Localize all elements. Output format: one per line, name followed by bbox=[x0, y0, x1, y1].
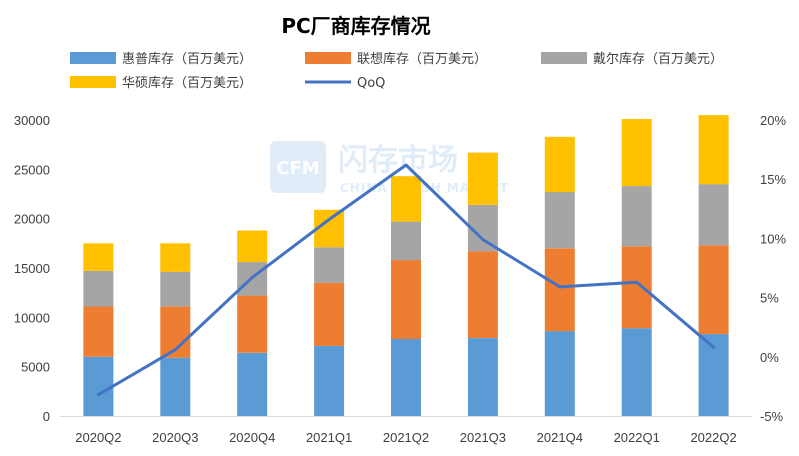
legend-label-lenovo: 联想库存（百万美元） bbox=[357, 51, 487, 67]
legend-item-asus: 华硕库存（百万美元） bbox=[70, 75, 252, 91]
bar-segment-series-0 bbox=[83, 356, 114, 416]
y-left-tick-label: 15000 bbox=[14, 261, 50, 276]
legend-swatch-hp bbox=[70, 52, 116, 64]
x-tick-label: 2021Q4 bbox=[537, 430, 583, 445]
bar-segment-series-0 bbox=[621, 328, 652, 416]
bar-segment-series-3 bbox=[467, 152, 498, 205]
bar-segment-series-3 bbox=[237, 230, 268, 263]
y-left-tick-label: 25000 bbox=[14, 162, 50, 177]
legend-item-hp: 惠普库存（百万美元） bbox=[70, 51, 252, 67]
bar-segment-series-1 bbox=[314, 282, 345, 346]
y-right-tick-label: -5% bbox=[760, 409, 784, 424]
y-right-tick-label: 0% bbox=[760, 350, 779, 365]
watermark: CFM 闪存市场 CHINA FLASH MARKET bbox=[270, 141, 509, 195]
y-left-tick-label: 10000 bbox=[14, 310, 50, 325]
bar-segment-series-2 bbox=[621, 186, 652, 247]
watermark-logo-text: CFM bbox=[276, 158, 319, 179]
x-tick-label: 2021Q1 bbox=[306, 430, 352, 445]
legend-item-lenovo: 联想库存（百万美元） bbox=[305, 51, 487, 67]
legend-label-hp: 惠普库存（百万美元） bbox=[122, 51, 252, 67]
bar-segment-series-3 bbox=[391, 176, 421, 222]
qoq-line-group bbox=[96, 163, 716, 397]
bar-segment-series-3 bbox=[698, 115, 729, 185]
legend-label-qoq: QoQ bbox=[357, 76, 385, 91]
bar-segment-series-3 bbox=[83, 243, 114, 271]
bar-segment-series-1 bbox=[391, 260, 421, 339]
y-left-tick-label: 5000 bbox=[21, 360, 50, 375]
watermark-text-cn: 闪存市场 bbox=[338, 143, 458, 178]
x-tick-label: 2020Q3 bbox=[152, 430, 198, 445]
legend-label-asus: 华硕库存（百万美元） bbox=[122, 75, 252, 91]
bar-segment-series-2 bbox=[698, 184, 729, 246]
bar-segment-series-2 bbox=[83, 271, 114, 307]
chart-title: PC厂商库存情况 bbox=[281, 14, 430, 38]
bar-segment-series-0 bbox=[391, 339, 421, 416]
legend-swatch-asus bbox=[70, 76, 116, 88]
bar-segment-series-1 bbox=[83, 306, 114, 357]
y-left-tick-label: 20000 bbox=[14, 212, 50, 227]
y-right-tick-label: 15% bbox=[760, 172, 786, 187]
bar-segment-series-0 bbox=[237, 352, 268, 416]
y-axis-left: 0 5000 10000 15000 20000 25000 30000 bbox=[14, 113, 50, 424]
bar-segment-series-1 bbox=[621, 246, 652, 329]
bar-segment-series-2 bbox=[391, 221, 421, 261]
x-tick-label: 2021Q3 bbox=[460, 430, 506, 445]
bar-segment-series-3 bbox=[160, 243, 191, 272]
legend-item-dell: 戴尔库存（百万美元） bbox=[541, 51, 723, 67]
x-tick-label: 2021Q2 bbox=[383, 430, 429, 445]
y-left-tick-label: 30000 bbox=[14, 113, 50, 128]
bar-segment-series-2 bbox=[544, 192, 575, 249]
bar-segment-series-3 bbox=[544, 136, 575, 193]
bar-segment-series-0 bbox=[467, 338, 498, 416]
legend: 惠普库存（百万美元） 联想库存（百万美元） 戴尔库存（百万美元） 华硕库存（百万… bbox=[70, 51, 723, 91]
x-tick-label: 2020Q2 bbox=[75, 430, 121, 445]
bar-segment-series-0 bbox=[544, 331, 575, 416]
bars-group bbox=[83, 115, 729, 416]
bar-segment-series-1 bbox=[544, 248, 575, 332]
x-tick-label: 2020Q4 bbox=[229, 430, 275, 445]
y-left-tick-label: 0 bbox=[43, 409, 50, 424]
y-axis-right: -5% 0% 5% 10% 15% 20% bbox=[760, 113, 786, 424]
legend-swatch-dell bbox=[541, 52, 587, 64]
bar-segment-series-0 bbox=[314, 345, 345, 416]
x-tick-label: 2022Q2 bbox=[690, 430, 736, 445]
bar-segment-series-2 bbox=[314, 247, 345, 283]
legend-item-qoq: QoQ bbox=[305, 76, 385, 91]
bar-segment-series-1 bbox=[698, 245, 729, 335]
x-axis: 2020Q2 2020Q3 2020Q4 2021Q1 2021Q2 2021Q3 2021… bbox=[75, 430, 736, 445]
bar-segment-series-3 bbox=[621, 119, 652, 187]
bar-segment-series-1 bbox=[467, 251, 498, 338]
y-right-tick-label: 10% bbox=[760, 231, 786, 246]
watermark-text-en: CHINA FLASH MARKET bbox=[340, 181, 509, 195]
legend-swatch-lenovo bbox=[305, 52, 351, 64]
x-tick-label: 2022Q1 bbox=[614, 430, 660, 445]
bar-segment-series-0 bbox=[160, 357, 191, 416]
bar-segment-series-2 bbox=[160, 271, 191, 307]
legend-label-dell: 戴尔库存（百万美元） bbox=[593, 51, 723, 67]
watermark-logo-box bbox=[270, 141, 326, 193]
y-right-tick-label: 5% bbox=[760, 291, 779, 306]
y-right-tick-label: 20% bbox=[760, 113, 786, 128]
bar-segment-series-1 bbox=[237, 295, 268, 353]
